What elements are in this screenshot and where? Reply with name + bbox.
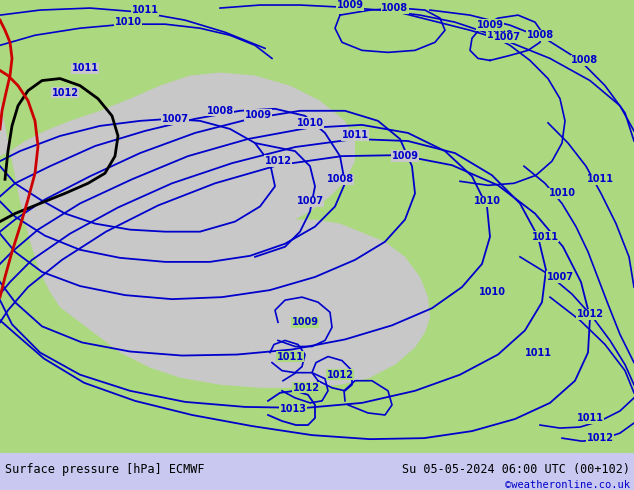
Text: 1008: 1008 — [327, 174, 354, 184]
Text: 1012: 1012 — [292, 383, 320, 393]
Text: 1008: 1008 — [526, 30, 553, 40]
Text: 1012: 1012 — [264, 156, 292, 166]
Text: 1009: 1009 — [337, 0, 363, 10]
Text: 1007: 1007 — [547, 272, 574, 282]
Text: 1008: 1008 — [382, 3, 408, 13]
Text: 1012: 1012 — [51, 88, 79, 98]
Text: 1011: 1011 — [586, 174, 614, 184]
Text: 1010: 1010 — [115, 17, 141, 27]
Text: 1009: 1009 — [292, 318, 318, 327]
Text: 1007: 1007 — [297, 196, 323, 206]
Text: 1011: 1011 — [276, 351, 304, 362]
Text: 1010: 1010 — [297, 118, 323, 128]
Text: 1007: 1007 — [493, 32, 521, 42]
Text: 1009: 1009 — [486, 30, 514, 40]
Text: Surface pressure [hPa] ECMWF: Surface pressure [hPa] ECMWF — [5, 463, 205, 476]
Text: 1009: 1009 — [245, 110, 271, 120]
Text: 1008: 1008 — [207, 106, 233, 116]
Text: 1008: 1008 — [571, 55, 598, 66]
Text: 1009: 1009 — [392, 151, 418, 161]
Text: 1011: 1011 — [342, 130, 368, 140]
Text: 1012: 1012 — [576, 309, 604, 319]
Text: 1010: 1010 — [474, 196, 500, 206]
Text: 1007: 1007 — [162, 114, 188, 124]
Text: 1010: 1010 — [548, 188, 576, 198]
Text: 1009: 1009 — [477, 20, 503, 30]
Text: 1011: 1011 — [531, 232, 559, 242]
Text: 1012: 1012 — [327, 369, 354, 380]
Text: 1010: 1010 — [479, 287, 505, 297]
Text: 1012: 1012 — [586, 433, 614, 443]
Text: 1011: 1011 — [576, 413, 604, 423]
Text: 1011: 1011 — [72, 64, 98, 74]
Polygon shape — [0, 0, 430, 388]
Text: 1011: 1011 — [524, 347, 552, 358]
Text: Su 05-05-2024 06:00 UTC (00+102): Su 05-05-2024 06:00 UTC (00+102) — [402, 463, 630, 476]
Text: 1011: 1011 — [131, 5, 158, 15]
Text: 1013: 1013 — [280, 404, 306, 414]
Text: ©weatheronline.co.uk: ©weatheronline.co.uk — [505, 480, 630, 490]
